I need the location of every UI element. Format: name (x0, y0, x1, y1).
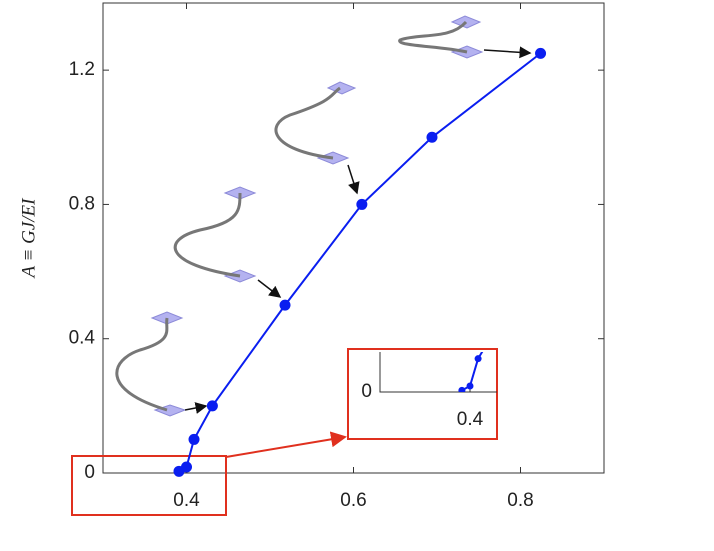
data-point (656, 122, 663, 129)
y-tick-label: 0.4 (69, 328, 96, 349)
inset-y-tick-label: 0 (361, 381, 372, 402)
zoom-arrow (225, 431, 347, 458)
series-line (461, 352, 484, 392)
data-point (466, 382, 474, 390)
x-tick-label: 0.4 (173, 490, 200, 511)
data-point (426, 131, 438, 143)
y-tick-label: 0.8 (69, 193, 95, 214)
series (173, 47, 547, 477)
data-point (494, 322, 501, 329)
series (458, 122, 663, 392)
y-axis-label: A ≡ GJ/EI (18, 197, 39, 280)
y-tick-label: 0 (84, 462, 95, 483)
inset-x-tick-label: 0.4 (457, 409, 484, 430)
data-point (188, 433, 200, 445)
data-point (458, 386, 466, 392)
inset-box (347, 348, 498, 440)
data-point (535, 47, 547, 59)
data-point (181, 461, 192, 473)
data-point (356, 198, 368, 210)
illustrations (115, 15, 484, 417)
x-tick-label: 0.8 (507, 490, 533, 511)
data-point (573, 222, 580, 229)
y-tick-label: 1.2 (69, 59, 95, 80)
data-point (279, 299, 291, 311)
data-point (474, 355, 482, 363)
zoom-box (71, 455, 227, 516)
data-point (206, 400, 218, 412)
x-tick-label: 0.6 (340, 490, 366, 511)
annotation-arrows (184, 46, 532, 414)
